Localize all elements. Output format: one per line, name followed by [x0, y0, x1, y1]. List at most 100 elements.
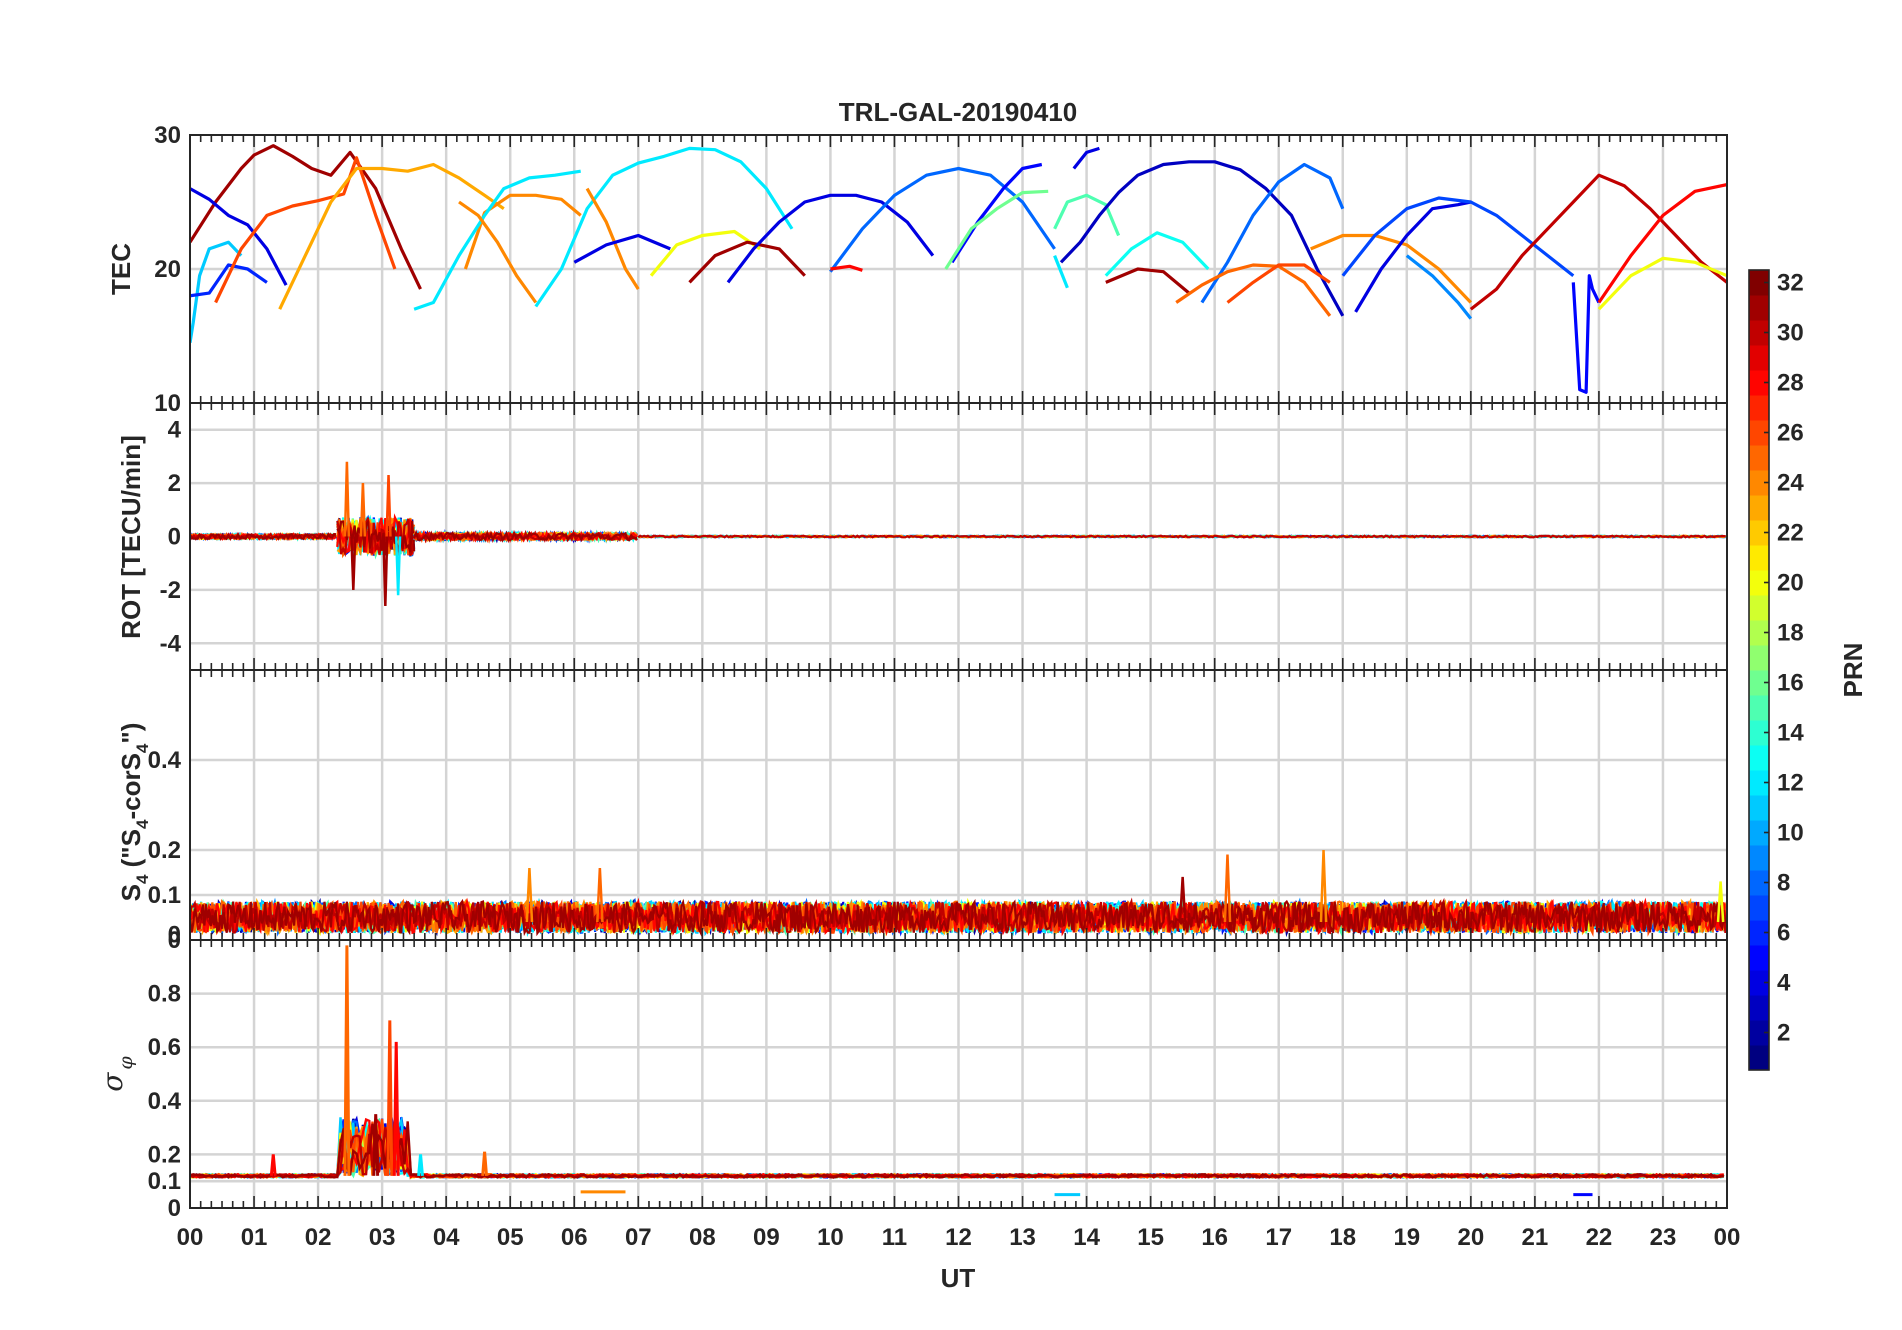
- s4-label-part: S: [116, 884, 146, 901]
- colorbar-tick-label: 16: [1777, 670, 1804, 697]
- x-axis-label: UT: [941, 1263, 976, 1293]
- y-tick-label: 4: [168, 417, 182, 444]
- x-tick-label: 04: [433, 1224, 460, 1251]
- sigma-spike: [481, 1151, 489, 1176]
- colorbar-tick-label: 10: [1777, 820, 1804, 847]
- sigma-spike: [417, 1154, 424, 1176]
- y-tick-label: 0: [168, 927, 181, 954]
- tec-series-line: [585, 187, 640, 290]
- x-tick-label: 11: [882, 1224, 907, 1251]
- tec-series-line: [1200, 162, 1345, 304]
- panels-group: 102030-4-2024000.10.20.400.10.20.40.60.8…: [96, 122, 1740, 1251]
- tec-series-line: [190, 187, 288, 286]
- y-tick-label: 0.2: [148, 1141, 181, 1168]
- rot-axis-label: ROT [TECU/min]: [116, 435, 146, 639]
- y-tick-label: 0.4: [148, 747, 182, 774]
- s4-spike: [1319, 849, 1328, 923]
- tec-series-line: [413, 169, 581, 311]
- x-tick-label: 00: [1714, 1224, 1741, 1251]
- tec-series-line: [1310, 233, 1472, 304]
- tec-series-line: [1059, 160, 1345, 317]
- tec-series-line: [1341, 196, 1575, 277]
- x-tick-label: 06: [561, 1224, 588, 1251]
- colorbar-segment: [1749, 295, 1769, 321]
- tec-series-line: [1104, 231, 1210, 277]
- colorbar-segment: [1749, 395, 1769, 421]
- s4-spike: [596, 867, 604, 923]
- rot-series-line: [413, 529, 638, 544]
- rot-series-line: [413, 529, 638, 544]
- colorbar-segment: [1749, 620, 1769, 646]
- y-tick-label: -4: [160, 630, 182, 657]
- s4-series-line: [190, 897, 1727, 935]
- colorbar-segment: [1749, 420, 1769, 446]
- tec-series-line: [1053, 255, 1069, 289]
- sigma-symbol: σ: [96, 1072, 129, 1092]
- sigma-spike: [269, 1154, 277, 1176]
- colorbar-segment: [1749, 720, 1769, 746]
- colorbar-segment: [1749, 520, 1769, 546]
- colorbar-frame: [1748, 269, 1770, 1071]
- tec-series-line: [1354, 200, 1472, 313]
- panel-s4-data: [190, 849, 1727, 938]
- colorbar-segment: [1749, 920, 1769, 946]
- colorbar-tick-label: 32: [1777, 270, 1804, 297]
- tec-series-line: [1597, 256, 1727, 311]
- panel-s4: 00 0.1 0.2 0.4: [148, 669, 1728, 954]
- tec-series-line: [1175, 263, 1332, 317]
- y-tick-label: 0.2: [148, 837, 181, 864]
- x-tick-label: 14: [1073, 1224, 1100, 1251]
- y-tick-label: 0.1: [148, 882, 181, 909]
- s4-spike: [525, 867, 534, 923]
- y-tick-label: 0.6: [148, 1034, 181, 1061]
- sigma-spike: [392, 1041, 400, 1176]
- y-tick-label: -2: [160, 577, 181, 604]
- tec-series-line: [688, 240, 806, 284]
- x-tick-label: 03: [369, 1224, 396, 1251]
- colorbar-segment: [1749, 995, 1769, 1021]
- colorbar-segment: [1749, 795, 1769, 821]
- s4-spike: [1716, 881, 1725, 923]
- tec-series-line: [944, 189, 1049, 270]
- colorbar-segment: [1749, 645, 1769, 671]
- colorbar-label: PRN: [1838, 643, 1868, 698]
- colorbar-segment: [1749, 870, 1769, 896]
- colorbar-tick-label: 24: [1777, 470, 1804, 497]
- rot-spike: [394, 536, 402, 596]
- x-tick-label: 00: [177, 1224, 204, 1251]
- x-tick-label: 18: [1329, 1224, 1356, 1251]
- tec-series-line: [1226, 263, 1331, 304]
- tec-series-line: [190, 144, 422, 290]
- sigma-series-line: [190, 1121, 1724, 1180]
- x-tick-label: 15: [1137, 1224, 1164, 1251]
- colorbar-segment: [1749, 570, 1769, 596]
- tec-series-line: [649, 229, 761, 277]
- tec-series-line: [278, 162, 505, 310]
- tec-series-line: [458, 200, 538, 304]
- rot-spike: [382, 536, 389, 606]
- x-tick-label: 01: [241, 1224, 268, 1251]
- s4-label-sub: 4: [133, 743, 152, 753]
- x-tick-label: 05: [497, 1224, 524, 1251]
- y-tick-label: 0.8: [148, 981, 181, 1008]
- colorbar-segment: [1749, 595, 1769, 621]
- y-tick-label: 10: [154, 390, 181, 417]
- colorbar-segment: [1749, 770, 1769, 796]
- x-tick-label: 08: [689, 1224, 716, 1251]
- colorbar-segment: [1749, 320, 1769, 346]
- colorbar-segment: [1749, 1045, 1769, 1071]
- rot-spike: [385, 475, 392, 537]
- x-tick-labels: 00 01 02 03 04 05 06 07 08 09 10 11 12 13 14 15 16 17 18 19…: [177, 1224, 1741, 1251]
- phi-subscript: φ: [115, 1056, 137, 1070]
- colorbar-tick-label: 28: [1777, 370, 1804, 397]
- x-tick-label: 23: [1650, 1224, 1677, 1251]
- colorbar-tick-label: 18: [1777, 620, 1804, 647]
- colorbar-segment: [1749, 495, 1769, 521]
- colorbar-segment: [1749, 820, 1769, 846]
- tec-series-line: [1072, 146, 1100, 170]
- panel-sigma: 00.10.2 0.4 0.6 0.8: [148, 939, 1728, 1222]
- rot-series-line: [336, 519, 416, 556]
- panel-sigma-data: [190, 945, 1725, 1197]
- s4-label-part: "): [116, 723, 146, 744]
- colorbar-tick-label: 12: [1777, 770, 1804, 797]
